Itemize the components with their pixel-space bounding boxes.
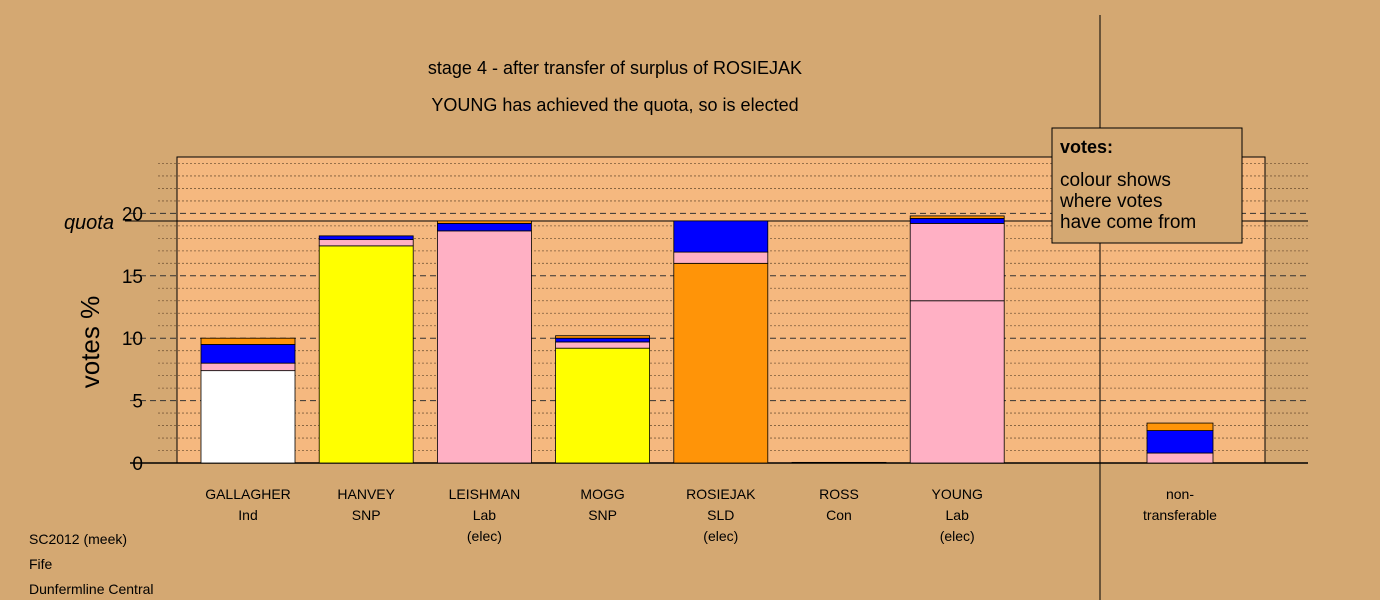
y-axis-label: votes % xyxy=(75,296,105,389)
bars xyxy=(200,215,1214,464)
bar-segment xyxy=(200,337,296,345)
candidate-name: LEISHMAN xyxy=(449,486,521,502)
bar-segment xyxy=(318,239,414,247)
quota-label: quota xyxy=(64,212,114,234)
candidate-party: Lab xyxy=(473,507,497,523)
bar-segment xyxy=(555,341,650,349)
legend: votes: colour shows where votes have com… xyxy=(1051,127,1243,244)
bar-segment xyxy=(909,300,1005,464)
candidate-status: (elec) xyxy=(467,528,502,544)
bar-segment xyxy=(436,222,532,232)
bar-segment xyxy=(555,337,650,343)
bar-segment xyxy=(909,217,1005,224)
bar-segment xyxy=(1146,422,1214,431)
bar-segment xyxy=(1146,430,1214,454)
footer-line: Dunfermline Central xyxy=(29,581,154,597)
bar-segment xyxy=(436,220,532,224)
bar-segment xyxy=(200,362,296,372)
candidate-name: ROSIEJAK xyxy=(686,486,756,502)
candidate-name: YOUNG xyxy=(932,486,983,502)
chart-subtitle: YOUNG has achieved the quota, so is elec… xyxy=(431,95,798,115)
chart-title: stage 4 - after transfer of surplus of R… xyxy=(428,58,802,78)
y-tick-label: 0 xyxy=(132,454,143,475)
legend-line: where votes xyxy=(1059,191,1162,212)
bar-segment xyxy=(436,230,532,464)
legend-box xyxy=(1051,127,1243,244)
bar-segment xyxy=(673,220,769,253)
y-tick-label: 10 xyxy=(122,329,143,350)
y-tick-label: 5 xyxy=(132,392,143,413)
bar-segment xyxy=(909,215,1005,219)
bar-segment xyxy=(673,251,769,264)
candidate-status: (elec) xyxy=(940,528,975,544)
bar-segment xyxy=(200,344,296,364)
bar-segment xyxy=(909,222,1005,302)
nontransferable-label: transferable xyxy=(1143,507,1217,523)
bar-segment xyxy=(200,370,296,464)
bar-segment xyxy=(555,347,650,464)
bar-segment xyxy=(555,335,650,339)
y-ticks: 0 5 10 15 20 xyxy=(122,204,143,475)
bar-segment xyxy=(318,245,414,464)
footer-line: Fife xyxy=(29,556,53,572)
legend-line: colour shows xyxy=(1060,170,1171,191)
x-labels: GALLAGHER Ind HANVEY SNP LEISHMAN Lab (elec) MO… xyxy=(205,486,1217,544)
candidate-party: Ind xyxy=(238,507,257,523)
candidate-party: Lab xyxy=(946,507,970,523)
bar-segment xyxy=(791,461,887,464)
y-tick-label: 20 xyxy=(122,204,143,225)
footer-line: SC2012 (meek) xyxy=(29,531,127,547)
candidate-party: SNP xyxy=(352,507,381,523)
candidate-party: SLD xyxy=(707,507,734,523)
candidate-name: HANVEY xyxy=(337,486,395,502)
legend-line: have come from xyxy=(1060,212,1196,233)
candidate-party: Con xyxy=(826,507,852,523)
candidate-name: GALLAGHER xyxy=(205,486,291,502)
y-tick-label: 15 xyxy=(122,267,143,288)
nontransferable-label: non- xyxy=(1166,486,1194,502)
bar-segment xyxy=(318,235,414,241)
bar-segment xyxy=(673,262,769,464)
legend-title: votes: xyxy=(1060,137,1113,157)
bar-segment xyxy=(1146,452,1214,464)
candidate-party: SNP xyxy=(588,507,617,523)
candidate-name: ROSS xyxy=(819,486,859,502)
candidate-status: (elec) xyxy=(703,528,738,544)
candidate-name: MOGG xyxy=(580,486,624,502)
